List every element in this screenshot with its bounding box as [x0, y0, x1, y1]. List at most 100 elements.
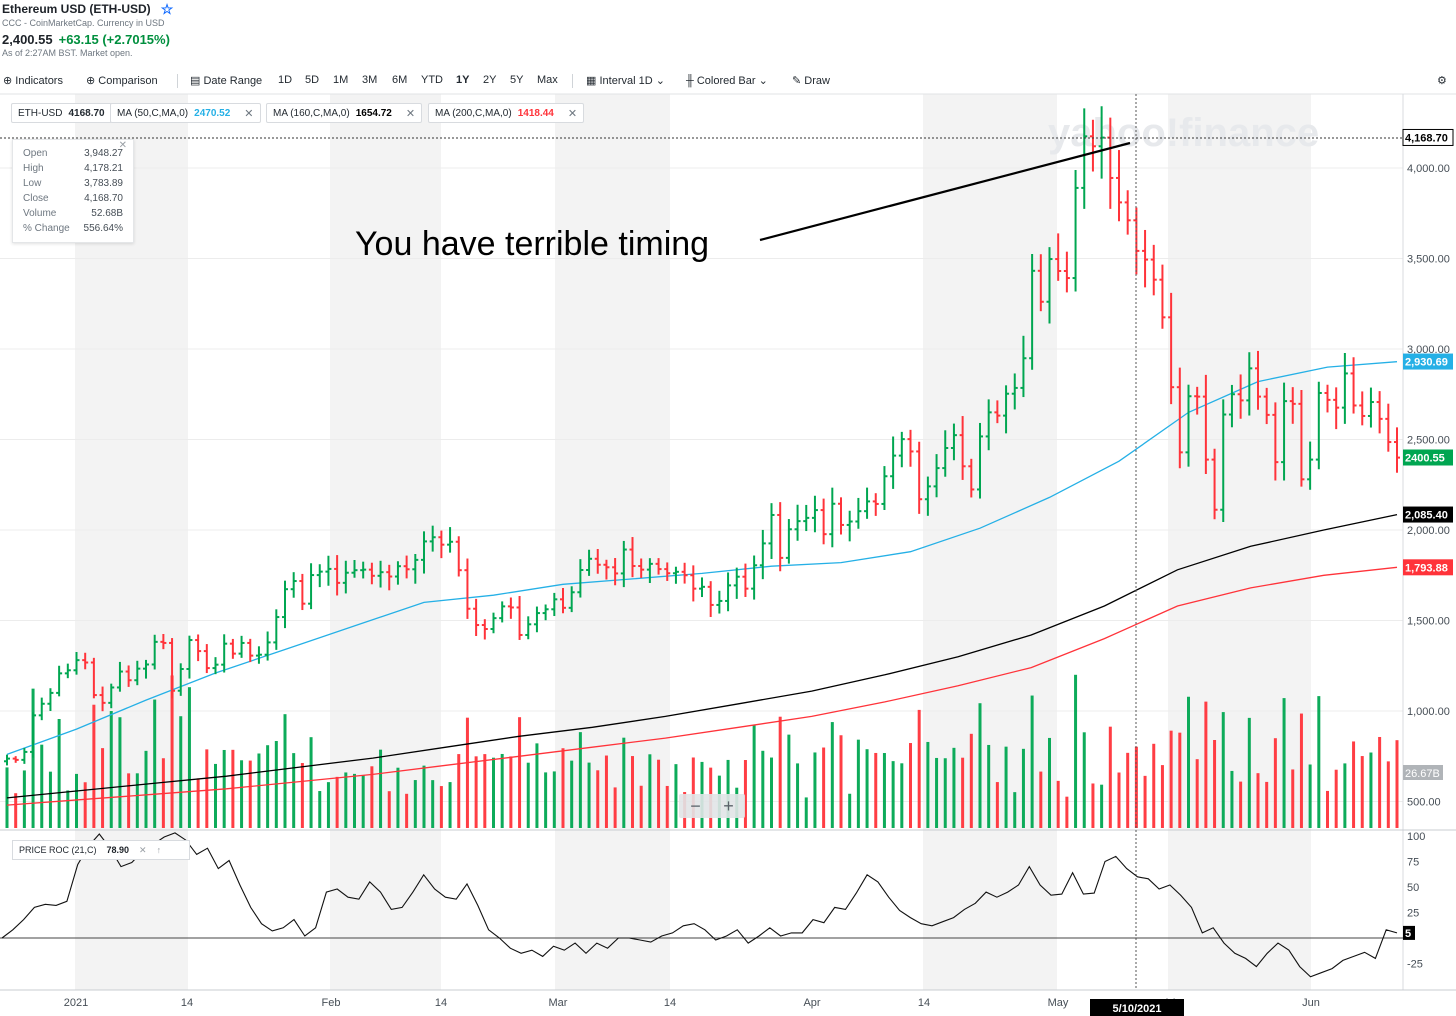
- price-tick-label: 4,000.00: [1407, 163, 1450, 175]
- roc-legend[interactable]: PRICE ROC (21,C) 78.90 ✕ ↑: [12, 840, 190, 860]
- volume-bar: [587, 762, 591, 828]
- date-tick-label: 14: [918, 997, 930, 1009]
- ohlc-bar: [672, 566, 679, 584]
- volume-bar: [1204, 701, 1208, 828]
- ohlc-bar: [238, 635, 245, 658]
- date-range-button[interactable]: ▤ Date Range: [190, 75, 263, 87]
- ohlc-bar: [473, 598, 480, 636]
- volume-bar: [1195, 759, 1199, 828]
- ohlc-bar: [924, 476, 931, 516]
- volume-bar: [1308, 764, 1312, 828]
- range-1y[interactable]: 1Y: [456, 74, 470, 86]
- volume-bar: [1091, 783, 1095, 828]
- arrow-up-icon[interactable]: ↑: [156, 845, 162, 855]
- quote-change: +63.15 (+2.7015%): [58, 32, 170, 47]
- close-icon[interactable]: ✕: [405, 107, 416, 120]
- ohlc-bar: [1333, 387, 1340, 430]
- ohlc-bar: [907, 429, 914, 467]
- ohlc-bar: [368, 562, 375, 585]
- ohlc-bar: [334, 555, 341, 596]
- annotation-text: You have terrible timing: [355, 225, 709, 263]
- volume-bar: [448, 782, 452, 828]
- volume-bar: [665, 785, 669, 828]
- ohlc-bar: [47, 688, 54, 711]
- ohlc-bar: [785, 519, 792, 564]
- volume-bar: [943, 758, 947, 828]
- ohlc-bar: [681, 562, 688, 584]
- chart-style-button[interactable]: ╫ Colored Bar ⌄: [686, 75, 768, 87]
- range-max[interactable]: Max: [537, 74, 558, 86]
- zoom-out-button[interactable]: −: [690, 796, 701, 816]
- legend-chip-eth[interactable]: ETH-USD 4168.70: [11, 103, 112, 123]
- ohlc-bar: [1116, 150, 1122, 222]
- ohlc-bar: [811, 495, 818, 533]
- date-tick-label: May: [1048, 997, 1069, 1009]
- volume-bar: [743, 760, 747, 828]
- volume-bar: [170, 675, 174, 828]
- volume-bar: [1230, 770, 1234, 828]
- volume-bar: [770, 757, 773, 828]
- volume-bar: [1065, 796, 1069, 828]
- range-5d[interactable]: 5D: [305, 74, 320, 86]
- ohlc-bar: [1281, 382, 1288, 481]
- range-2y[interactable]: 2Y: [483, 74, 497, 86]
- comparison-button[interactable]: ⊕ Comparison: [86, 75, 158, 87]
- price-axis: 4,000.00 3,500.00 3,000.00 2,500.00 2,000.00…: [1407, 163, 1450, 809]
- price-tag-label: 2400.55: [1405, 453, 1445, 465]
- draw-button[interactable]: ✎ Draw: [792, 75, 830, 87]
- volume-bar: [474, 756, 478, 828]
- background-band: [1168, 94, 1311, 990]
- volume-bar: [1369, 752, 1373, 828]
- close-icon[interactable]: ✕: [244, 107, 254, 120]
- indicators-button[interactable]: ⊕ Indicators: [3, 75, 63, 87]
- volume-bar: [353, 773, 356, 828]
- ohlc-bar: [699, 577, 705, 598]
- volume-bar: [75, 773, 78, 828]
- close-icon[interactable]: ✕: [567, 107, 578, 120]
- zoom-in-button[interactable]: +: [723, 796, 734, 816]
- range-5y[interactable]: 5Y: [510, 74, 524, 86]
- ohlc-bar: [377, 560, 384, 588]
- volume-bar: [613, 787, 617, 828]
- price-tick-label: 1,500.00: [1407, 616, 1450, 628]
- close-icon[interactable]: ✕: [139, 844, 147, 855]
- close-icon[interactable]: ✕: [118, 140, 127, 151]
- volume-bar: [144, 750, 148, 828]
- range-ytd[interactable]: YTD: [421, 74, 443, 86]
- price-tag-label: 1,793.88: [1405, 562, 1448, 574]
- ohlc-bar: [64, 663, 71, 679]
- range-1d[interactable]: 1D: [278, 74, 293, 86]
- gear-icon[interactable]: ⚙: [1437, 75, 1447, 87]
- star-icon[interactable]: ☆: [160, 1, 174, 17]
- ohlc-bar: [481, 619, 488, 640]
- date-tick-label: 14: [181, 997, 193, 1009]
- range-6m[interactable]: 6M: [392, 74, 408, 86]
- ma50-price-tag: 2,930.69: [1403, 353, 1453, 370]
- ma50-line: [6, 361, 1398, 756]
- volume-bar: [500, 753, 504, 828]
- ohlc-bar: [499, 601, 506, 623]
- ohlc-bar: [646, 558, 653, 583]
- ohlc-bar: [933, 454, 940, 498]
- ohlc-bar: [1124, 190, 1131, 235]
- volume-bar: [839, 735, 843, 828]
- quote-title: Ethereum USD (ETH-USD): [2, 2, 151, 16]
- toolbar-divider: [572, 74, 573, 88]
- price-tick-label: 3,000.00: [1407, 344, 1450, 356]
- volume-bar: [1395, 740, 1399, 828]
- volume-bar: [422, 765, 426, 828]
- ohlc-bar: [1194, 386, 1201, 415]
- range-1m[interactable]: 1M: [333, 74, 349, 86]
- ohlc-bar: [577, 559, 584, 598]
- legend-chip-ma200[interactable]: MA (200,C,MA,0) 1418.44 ✕: [428, 103, 585, 123]
- volume-bar: [31, 688, 35, 828]
- volume-bar: [900, 763, 904, 828]
- legend-chip-ma50[interactable]: MA (50,C,MA,0) 2470.52 ✕: [110, 103, 261, 123]
- interval-button[interactable]: ▦ Interval 1D ⌄: [586, 75, 665, 87]
- range-3m[interactable]: 3M: [362, 74, 378, 86]
- legend-chip-ma160[interactable]: MA (160,C,MA,0) 1654.72 ✕: [266, 103, 423, 123]
- ohlc-bar: [455, 536, 462, 577]
- crosshair-date-tag: 5/10/2021: [1090, 999, 1184, 1016]
- ohlc-bar: [1385, 403, 1392, 452]
